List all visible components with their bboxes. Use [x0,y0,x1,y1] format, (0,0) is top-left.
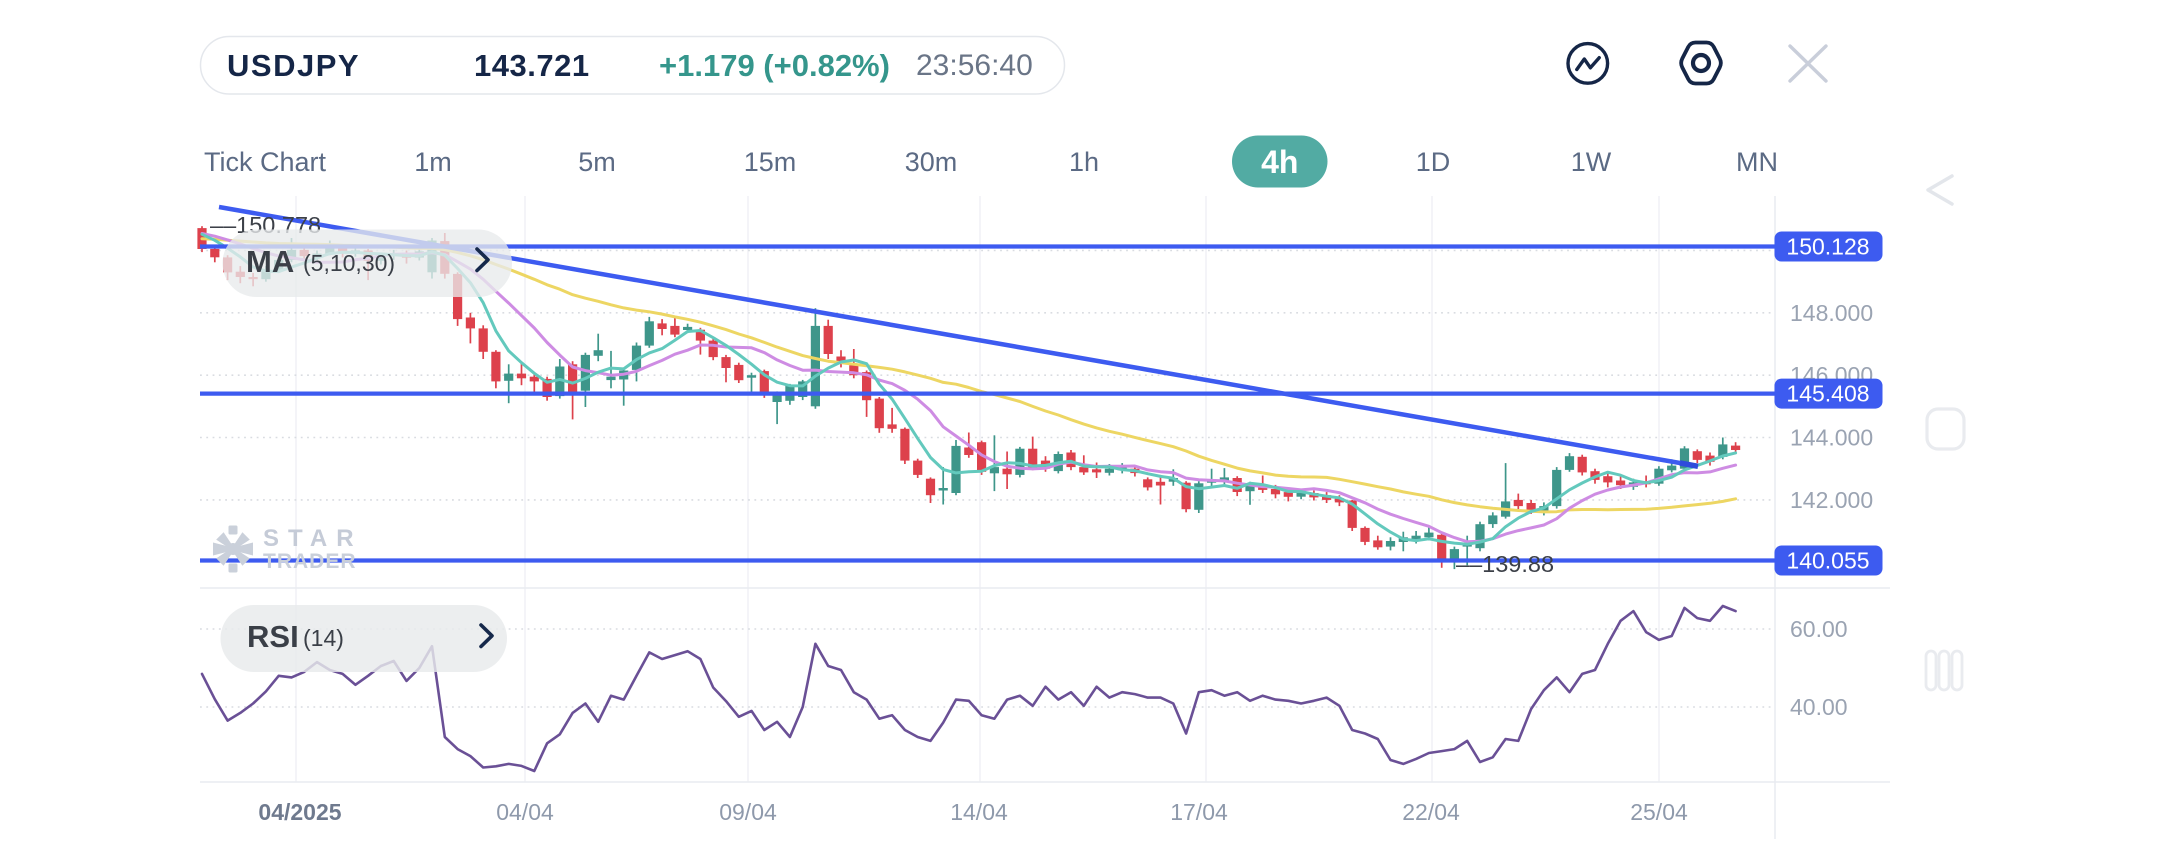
svg-text:60.00: 60.00 [1790,616,1848,642]
svg-text:(14): (14) [303,625,344,651]
svg-text:(5,10,30): (5,10,30) [303,250,395,276]
svg-text:142.000: 142.000 [1790,487,1873,513]
svg-text:148.000: 148.000 [1790,300,1873,326]
svg-text:140.055: 140.055 [1786,548,1869,574]
svg-text:5m: 5m [578,147,616,177]
svg-text:TRADER: TRADER [263,550,357,573]
svg-text:145.408: 145.408 [1786,381,1869,407]
svg-text:Tick Chart: Tick Chart [204,147,327,177]
svg-text:143.721: 143.721 [474,48,590,83]
svg-text:1W: 1W [1571,147,1612,177]
svg-text:04/2025: 04/2025 [258,799,341,825]
svg-text:4h: 4h [1261,144,1298,180]
svg-text:STAR: STAR [263,525,363,552]
svg-text:+1.179 (+0.82%): +1.179 (+0.82%) [659,48,890,83]
svg-text:40.00: 40.00 [1790,694,1848,720]
svg-text:MN: MN [1736,147,1778,177]
svg-text:RSI: RSI [247,619,299,654]
svg-text:150.128: 150.128 [1786,234,1869,260]
svg-text:––139.88: ––139.88 [1456,551,1554,577]
svg-text:1m: 1m [414,147,452,177]
svg-text:25/04: 25/04 [1630,799,1688,825]
svg-text:15m: 15m [744,147,797,177]
svg-text:23:56:40: 23:56:40 [916,49,1033,82]
svg-text:22/04: 22/04 [1402,799,1460,825]
svg-text:1h: 1h [1069,147,1099,177]
svg-text:09/04: 09/04 [719,799,777,825]
svg-text:MA: MA [246,244,294,279]
svg-text:1D: 1D [1416,147,1451,177]
svg-text:04/04: 04/04 [496,799,554,825]
svg-text:30m: 30m [905,147,958,177]
svg-text:17/04: 17/04 [1170,799,1228,825]
svg-text:14/04: 14/04 [950,799,1008,825]
svg-text:144.000: 144.000 [1790,425,1873,451]
svg-text:USDJPY: USDJPY [227,48,360,83]
